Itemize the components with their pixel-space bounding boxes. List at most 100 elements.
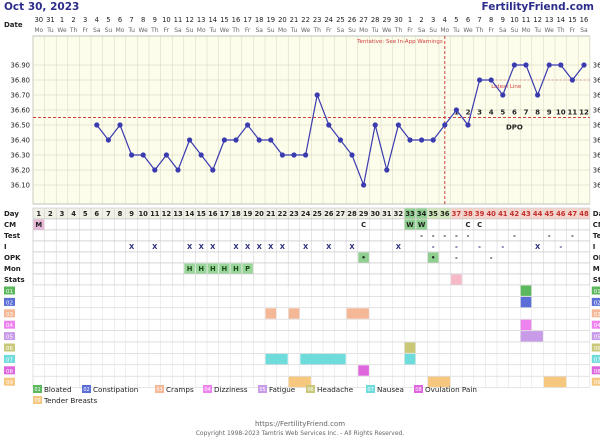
legend-code: 03 [156,387,162,393]
symptom-code-left: 04 [6,323,13,329]
test_values-cell: - [571,232,574,240]
i_values-cell: - [455,243,458,251]
date-cell: 9 [153,16,157,24]
temperature-point [523,62,529,68]
y-tick-right: 36.40 [593,137,600,145]
dpo-number: 8 [535,109,540,117]
symptom-code-right: 01 [594,289,600,295]
date-cell: 4 [95,16,99,24]
date-cell: 22 [301,16,310,24]
symptom-code-swatch-right [591,377,600,386]
highlight-cell [497,208,509,219]
symptom-code-right: 05 [594,335,600,341]
highlight-cell [427,252,439,263]
day-number: 12 [162,210,172,218]
highlight-cell [416,219,427,230]
highlight-cell [195,263,207,274]
weekday-cell: Fr [407,27,413,34]
highlight-cell [184,263,195,274]
temperature-point [117,122,123,128]
test_values-cell: - [420,232,423,240]
temperature-point [453,107,459,113]
date-cell: 31 [46,16,55,24]
temperature-point [488,77,494,83]
day-number: 41 [498,210,508,218]
symptom-mark [427,376,451,388]
dpo-number: 6 [512,109,517,117]
legend-code: 05 [259,387,265,393]
legend-code: 04 [204,387,210,393]
day-number: 14 [185,210,195,218]
weekday-cell: Sa [418,27,426,34]
day-number: 29 [359,210,369,218]
i_values-cell: X [280,243,286,251]
day-number: 25 [312,210,322,218]
row-label-right-mon: Mon [593,265,600,273]
weekday-cell: Tu [209,27,217,34]
temperature-point [105,137,111,143]
symptom-code-swatch-right [591,366,600,375]
footer-url[interactable]: https://FertilityFriend.com [254,420,346,428]
weekday-cell: Fr [164,27,170,34]
highlight-cell [451,274,462,285]
date-cell: 7 [477,16,481,24]
weekday-cell: Sa [499,27,507,34]
temperature-point [419,137,425,143]
legend-swatch [33,396,42,404]
symptom-code-swatch-right [591,309,600,318]
i_values-cell: X [257,243,263,251]
y-tick-right: 36.80 [593,77,600,85]
tentative-note: Tentative: See In-App Warnings [356,39,443,45]
dpo-number: 12 [579,109,589,117]
day-number: 7 [106,210,111,218]
temperature-point [407,137,413,143]
weekday-cell: Mo [359,27,368,34]
day-number: 42 [510,210,520,218]
y-tick-right: 36.60 [593,107,600,115]
day-number: 37 [452,210,462,218]
highlight-cell [219,263,230,274]
day-number: 15 [196,210,206,218]
mon_values-cell: H [233,265,239,273]
weekday-cell: We [463,27,473,34]
weekday-cell: Sa [174,27,182,34]
highlight-cell [532,208,543,219]
date-cell: 15 [568,16,577,24]
test_values-cell: - [467,232,470,240]
symptom-mark [265,353,288,365]
day-number: 28 [347,210,357,218]
legend-swatch [366,385,375,393]
temperature-point [511,62,517,68]
highlight-cell [439,208,451,219]
temperature-point [500,92,506,98]
weekday-cell: Sa [580,27,588,34]
i_values-cell: - [501,243,504,251]
weekday-cell: Mo [116,27,125,34]
weekday-cell: We [57,27,67,34]
mon_values-cell: H [187,265,193,273]
temperature-point [210,167,216,173]
dpo-number: 7 [524,109,529,117]
highlight-cell [358,252,369,263]
date-cell: 5 [454,16,458,24]
day-number: 40 [486,210,496,218]
legend-code: 07 [367,387,373,393]
highlight-cell [567,208,578,219]
legend-swatch [306,385,315,393]
temperature-point [303,152,309,158]
row-label-right-cm: CM [593,221,600,229]
date-cell: 29 [382,16,391,24]
site-name[interactable]: FertilityFriend.com [481,1,595,13]
y-tick-left: 36.90 [11,62,30,70]
symptom-code-left: 01 [6,289,13,295]
day-number: 10 [138,210,148,218]
highlight-cell [33,219,45,230]
date-cell: 3 [431,16,435,24]
dpo-number: 5 [500,109,505,117]
i_values-cell: X [245,243,251,251]
day-number: 31 [382,210,392,218]
temperature-point [129,152,135,158]
legend-name: Headache [317,385,354,394]
dpo-number: 4 [489,109,494,117]
i_values-cell: X [199,243,205,251]
